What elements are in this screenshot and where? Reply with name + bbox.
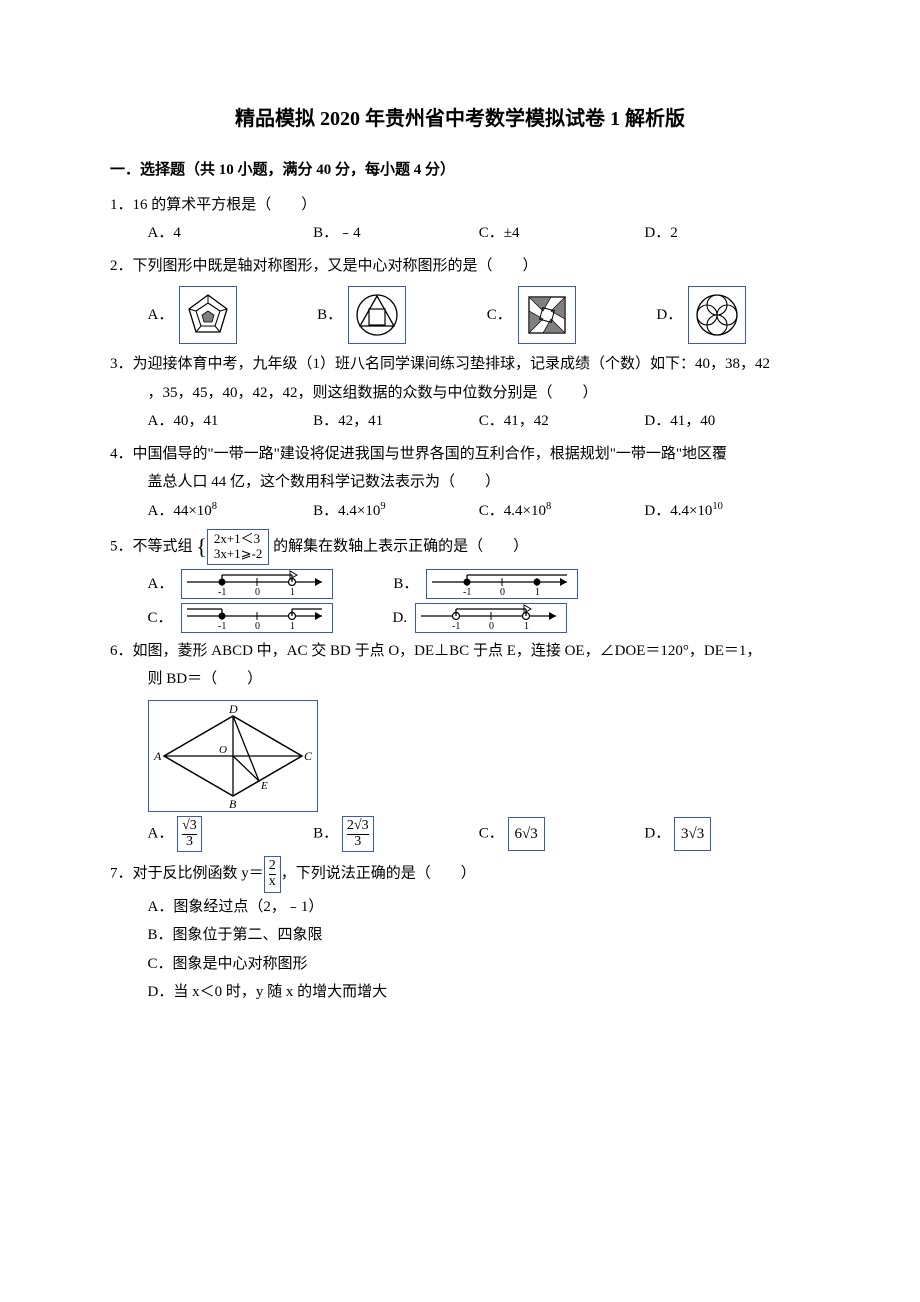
- q3-opt-a: A．40，41: [148, 407, 314, 436]
- q3-opt-c: C．41，42: [479, 407, 645, 436]
- svg-text:0: 0: [255, 621, 260, 632]
- q6-line1: 6．如图，菱形 ABCD 中，AC 交 BD 于点 O，DE⊥BC 于点 E，连…: [110, 637, 810, 666]
- svg-text:0: 0: [255, 587, 260, 598]
- q6-opt-a: A． √33: [148, 816, 314, 852]
- q4-line2: 盖总人口 44 亿，这个数用科学记数法表示为（ ）: [110, 468, 810, 497]
- q4-opt-a: A．44×108: [148, 497, 314, 526]
- page-title: 精品模拟 2020 年贵州省中考数学模拟试卷 1 解析版: [110, 100, 810, 138]
- question-3: 3．为迎接体育中考，九年级（1）班八名同学课间练习垫排球，记录成绩（个数）如下：…: [110, 350, 810, 436]
- q6-figure: D A C B O E: [148, 700, 318, 812]
- q1-opt-a: A．4: [148, 219, 314, 248]
- q2-options: A． B．: [110, 286, 810, 344]
- q7-stem: 7．对于反比例函数 y＝2x，下列说法正确的是（ ）: [110, 856, 810, 892]
- q4-options: A．44×108 B．4.4×109 C．4.4×108 D．4.4×1010: [110, 497, 810, 526]
- svg-text:-1: -1: [463, 587, 471, 598]
- q2-opt-c-figure: [518, 286, 576, 344]
- q6-line2: 则 BD＝（ ）: [110, 665, 810, 694]
- question-4: 4．中国倡导的"一带一路"建设将促进我国与世界各国的互利合作，根据规划"一带一路…: [110, 440, 810, 526]
- q7-opt-c: C．图象是中心对称图形: [110, 950, 810, 979]
- svg-text:1: 1: [535, 587, 540, 598]
- q7-opt-a: A．图象经过点（2，﹣1）: [110, 893, 810, 922]
- q3-options: A．40，41 B．42，41 C．41，42 D．41，40: [110, 407, 810, 436]
- q1-opt-b: B．﹣4: [313, 219, 479, 248]
- svg-text:1: 1: [290, 587, 295, 598]
- q1-stem: 1．16 的算术平方根是（ ）: [110, 191, 810, 220]
- section-heading: 一．选择题（共 10 小题，满分 40 分，每小题 4 分）: [110, 156, 810, 185]
- q5-system: 2x+1＜3 3x+1⩾-2: [207, 529, 270, 565]
- q5-opt-a-label: A．: [148, 570, 174, 599]
- svg-text:A: A: [153, 749, 162, 763]
- q2-opt-b-label: B．: [317, 301, 342, 330]
- svg-text:B: B: [229, 797, 237, 811]
- q2-opt-b-figure: [348, 286, 406, 344]
- question-2: 2．下列图形中既是轴对称图形，又是中心对称图形的是（ ） A． B．: [110, 252, 810, 345]
- question-1: 1．16 的算术平方根是（ ） A．4 B．﹣4 C．±4 D．2: [110, 191, 810, 248]
- q5-opt-a-figure: -1 0 1: [181, 569, 333, 599]
- q1-options: A．4 B．﹣4 C．±4 D．2: [110, 219, 810, 248]
- q4-opt-b: B．4.4×109: [313, 497, 479, 526]
- q2-opt-c-label: C．: [487, 301, 512, 330]
- q5-opt-c-label: C．: [148, 604, 173, 633]
- q6-opt-b: B． 2√33: [313, 816, 479, 852]
- svg-text:0: 0: [489, 621, 494, 632]
- q3-opt-d: D．41，40: [644, 407, 810, 436]
- q5-opt-b-label: B．: [393, 570, 418, 599]
- q3-opt-b: B．42，41: [313, 407, 479, 436]
- q2-opt-a-label: A．: [148, 301, 174, 330]
- svg-text:0: 0: [500, 587, 505, 598]
- q4-opt-d: D．4.4×1010: [644, 497, 810, 526]
- svg-text:D: D: [228, 702, 238, 716]
- question-6: 6．如图，菱形 ABCD 中，AC 交 BD 于点 O，DE⊥BC 于点 E，连…: [110, 637, 810, 852]
- q3-line2: ，35，45，40，42，42，则这组数据的众数与中位数分别是（ ）: [110, 379, 810, 408]
- q4-line1: 4．中国倡导的"一带一路"建设将促进我国与世界各国的互利合作，根据规划"一带一路…: [110, 440, 810, 469]
- svg-text:C: C: [304, 749, 313, 763]
- q6-opt-d: D． 3√3: [644, 817, 810, 852]
- q1-opt-d: D．2: [644, 219, 810, 248]
- question-7: 7．对于反比例函数 y＝2x，下列说法正确的是（ ） A．图象经过点（2，﹣1）…: [110, 856, 810, 1006]
- q4-opt-c: C．4.4×108: [479, 497, 645, 526]
- q5-options-row1: A． -1 0 1 B．: [110, 569, 810, 599]
- q5-opt-d-label: D.: [393, 604, 408, 633]
- svg-text:-1: -1: [218, 621, 226, 632]
- q2-opt-d-figure: [688, 286, 746, 344]
- q2-opt-a-figure: [179, 286, 237, 344]
- q6-options: A． √33 B． 2√33 C． 6√3 D． 3√3: [110, 816, 810, 852]
- q7-opt-b: B．图象位于第二、四象限: [110, 921, 810, 950]
- q3-line1: 3．为迎接体育中考，九年级（1）班八名同学课间练习垫排球，记录成绩（个数）如下：…: [110, 350, 810, 379]
- svg-text:-1: -1: [218, 587, 226, 598]
- q7-opt-d: D．当 x＜0 时，y 随 x 的增大而增大: [110, 978, 810, 1007]
- q2-stem: 2．下列图形中既是轴对称图形，又是中心对称图形的是（ ）: [110, 252, 810, 281]
- svg-text:-1: -1: [452, 621, 460, 632]
- q1-opt-c: C．±4: [479, 219, 645, 248]
- svg-text:O: O: [219, 744, 227, 756]
- svg-text:E: E: [260, 780, 268, 792]
- q5-opt-d-figure: -1 0 1: [415, 603, 567, 633]
- q6-opt-c: C． 6√3: [479, 817, 645, 852]
- svg-text:1: 1: [524, 621, 529, 632]
- q5-options-row2: C． -1 0 1 D.: [110, 603, 810, 633]
- q2-opt-d-label: D．: [656, 301, 682, 330]
- q5-stem: 5．不等式组 { 2x+1＜3 3x+1⩾-2 的解集在数轴上表示正确的是（ ）: [110, 529, 810, 565]
- q5-opt-c-figure: -1 0 1: [181, 603, 333, 633]
- question-5: 5．不等式组 { 2x+1＜3 3x+1⩾-2 的解集在数轴上表示正确的是（ ）…: [110, 529, 810, 633]
- q5-opt-b-figure: -1 0 1: [426, 569, 578, 599]
- svg-text:1: 1: [290, 621, 295, 632]
